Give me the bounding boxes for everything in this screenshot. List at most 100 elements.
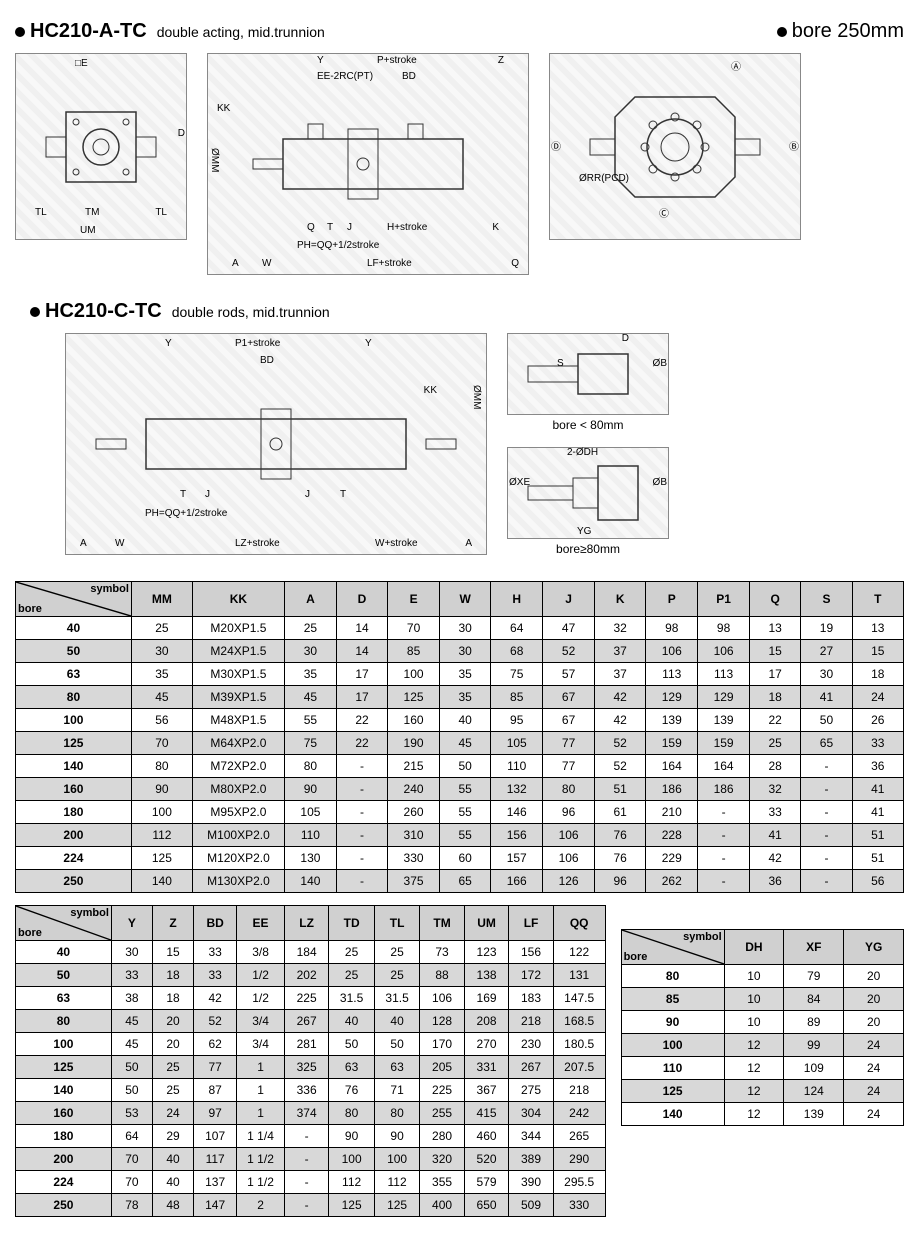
diagram-row-2: Y P1+stroke Y BD KK ØMM T J J T PH=QQ+1/… xyxy=(15,333,904,556)
cell: 63 xyxy=(16,663,132,686)
cell: 84 xyxy=(784,988,844,1011)
cell: 67 xyxy=(543,709,595,732)
cell: 20 xyxy=(844,988,904,1011)
cell: 76 xyxy=(595,847,646,870)
cell: 18 xyxy=(152,987,193,1010)
cell: 139 xyxy=(698,709,750,732)
cell: 15 xyxy=(852,640,903,663)
cell: 180 xyxy=(16,801,132,824)
cell: 105 xyxy=(284,801,336,824)
cell: 50 xyxy=(374,1033,419,1056)
cell: 180 xyxy=(16,1125,112,1148)
cell: 32 xyxy=(595,617,646,640)
cell: 1 xyxy=(237,1079,285,1102)
cell: 172 xyxy=(509,964,553,987)
cell: 19 xyxy=(801,617,852,640)
cell: 125 xyxy=(329,1194,374,1217)
cell: 77 xyxy=(543,732,595,755)
cell: 45 xyxy=(111,1010,152,1033)
cell: 112 xyxy=(329,1171,374,1194)
cell: 33 xyxy=(750,801,801,824)
cell: 40 xyxy=(16,941,112,964)
cell: 76 xyxy=(595,824,646,847)
cell: M72XP2.0 xyxy=(192,755,284,778)
cell: M130XP2.0 xyxy=(192,870,284,893)
cell: 50 xyxy=(329,1033,374,1056)
cell: 10 xyxy=(724,965,784,988)
cell: 42 xyxy=(194,987,237,1010)
cell: 15 xyxy=(750,640,801,663)
bore250-icon xyxy=(585,67,765,227)
cell: 25 xyxy=(374,964,419,987)
cell: 218 xyxy=(509,1010,553,1033)
cell: 1 1/2 xyxy=(237,1148,285,1171)
cell: 113 xyxy=(698,663,750,686)
cell: 260 xyxy=(388,801,440,824)
col-header: LF xyxy=(509,906,553,941)
cell: 50 xyxy=(440,755,491,778)
col-header: MM xyxy=(131,582,192,617)
cell: 80 xyxy=(329,1102,374,1125)
cell: 31.5 xyxy=(374,987,419,1010)
cell: 32 xyxy=(750,778,801,801)
cell: - xyxy=(698,801,750,824)
cell: 30 xyxy=(131,640,192,663)
cell: 125 xyxy=(131,847,192,870)
cell: 40 xyxy=(16,617,132,640)
cell: 22 xyxy=(336,709,387,732)
col-header: T xyxy=(852,582,903,617)
cell: 45 xyxy=(440,732,491,755)
cell: 26 xyxy=(852,709,903,732)
cell: 47 xyxy=(543,617,595,640)
cell: M24XP1.5 xyxy=(192,640,284,663)
cell: 25 xyxy=(329,964,374,987)
title-2: HC210-C-TC xyxy=(45,300,162,322)
bullet-icon xyxy=(777,27,787,37)
cell: 281 xyxy=(284,1033,328,1056)
cell: 10 xyxy=(724,988,784,1011)
cell: 80 xyxy=(131,755,192,778)
table-row: 90108920 xyxy=(621,1011,903,1034)
col-header: QQ xyxy=(553,906,605,941)
double-rod-icon xyxy=(86,384,466,504)
cell: 12 xyxy=(724,1080,784,1103)
cell: 18 xyxy=(750,686,801,709)
cell: - xyxy=(801,801,852,824)
cell: 156 xyxy=(509,941,553,964)
cell: 355 xyxy=(420,1171,464,1194)
cell: 55 xyxy=(440,778,491,801)
table-row: 200112M100XP2.0110-3105515610676228-41-5… xyxy=(16,824,904,847)
cell: 156 xyxy=(491,824,543,847)
cell: 280 xyxy=(420,1125,464,1148)
cell: 51 xyxy=(595,778,646,801)
table-row: 18064291071 1/4-9090280460344265 xyxy=(16,1125,606,1148)
cell: 113 xyxy=(646,663,698,686)
diagram-rod-end-large: 2-ØDH ØXE YG ØB xyxy=(507,447,669,539)
cell: 579 xyxy=(464,1171,508,1194)
cell: M64XP2.0 xyxy=(192,732,284,755)
cell: 55 xyxy=(440,824,491,847)
cell: 125 xyxy=(621,1080,724,1103)
cell: 3/4 xyxy=(237,1010,285,1033)
cell: 85 xyxy=(388,640,440,663)
table-row: 8045M39XP1.5451712535856742129129184124 xyxy=(16,686,904,709)
cell: 25 xyxy=(374,941,419,964)
cell: 310 xyxy=(388,824,440,847)
cell: 24 xyxy=(844,1057,904,1080)
table-row: 16090M80XP2.090-24055132805118618632-41 xyxy=(16,778,904,801)
cell: - xyxy=(336,870,387,893)
col-header: TD xyxy=(329,906,374,941)
cell: 70 xyxy=(111,1171,152,1194)
cell: - xyxy=(336,755,387,778)
subtitle-2: double rods, mid.trunnion xyxy=(172,304,330,320)
col-header: UM xyxy=(464,906,508,941)
cell: 139 xyxy=(784,1103,844,1126)
cell: 270 xyxy=(464,1033,508,1056)
cell: 132 xyxy=(491,778,543,801)
table-row: 1004520623/42815050170270230180.5 xyxy=(16,1033,606,1056)
cell: 80 xyxy=(543,778,595,801)
cell: 36 xyxy=(852,755,903,778)
cell: 123 xyxy=(464,941,508,964)
cell: 62 xyxy=(194,1033,237,1056)
cell: 52 xyxy=(595,732,646,755)
